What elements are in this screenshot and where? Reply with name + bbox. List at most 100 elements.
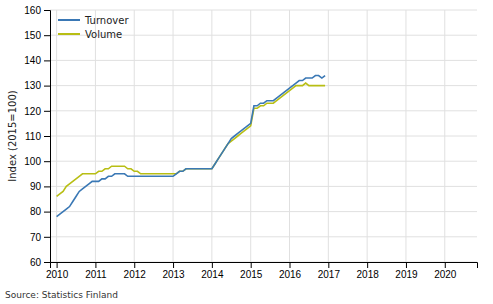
grid-line-y — [50, 211, 477, 212]
y-axis-title: Index (2015=100) — [7, 90, 18, 182]
tick: 2016 — [279, 262, 302, 280]
tick: 2015 — [240, 262, 263, 280]
tick-mark — [44, 161, 50, 162]
tick-label: 2018 — [357, 269, 380, 280]
tick-mark — [212, 262, 213, 268]
grid-line-y — [50, 186, 477, 187]
tick: 2019 — [395, 262, 418, 280]
tick-label: 2011 — [85, 269, 107, 280]
tick: 80 — [30, 206, 50, 217]
grid-line-x — [211, 10, 212, 262]
x-axis: 2010 2011 2012 2013 2014 2015 2016 2017 2018 2019… — [46, 262, 478, 280]
grid-line-x — [56, 10, 57, 262]
tick: 2018 — [357, 262, 380, 280]
tick: 70 — [30, 232, 50, 243]
tick: 2020 — [434, 262, 457, 280]
tick: 120 — [24, 106, 50, 117]
grid-line-x — [134, 10, 135, 262]
y-axis: 60 70 80 90 100 110 120 130 140 150 160 — [24, 5, 50, 268]
tick-mark — [251, 262, 252, 268]
tick-label: 60 — [30, 257, 42, 268]
tick-mark — [44, 35, 50, 36]
tick-mark — [44, 262, 50, 263]
tick-label: 150 — [24, 30, 41, 41]
axis-line — [51, 263, 478, 269]
chart: 2010 2011 2012 2013 2014 2015 2016 2017 2018 2019… — [0, 0, 493, 304]
line — [57, 83, 325, 196]
tick: 2010 — [46, 262, 69, 280]
source: Source: Statistics Finland — [5, 290, 118, 300]
tick-mark — [44, 212, 50, 213]
tick-mark — [44, 10, 50, 11]
grid-line-x — [289, 10, 290, 262]
tick-mark — [367, 262, 368, 268]
tick-mark — [406, 262, 407, 268]
grid — [50, 10, 477, 262]
grid-line-y — [50, 85, 477, 86]
tick-label: 2017 — [318, 269, 341, 280]
grid-line-x — [405, 10, 406, 262]
tick-label: 2016 — [279, 269, 302, 280]
tick-mark — [44, 186, 50, 187]
tick-mark — [173, 262, 174, 268]
tick-label: 2014 — [201, 269, 224, 280]
tick-mark — [134, 262, 135, 268]
tick: 140 — [24, 55, 50, 66]
legend: Turnover Volume — [58, 15, 129, 40]
tick-label: 160 — [24, 5, 41, 16]
line — [57, 76, 325, 217]
grid-line-x — [173, 10, 174, 262]
tick-label: 2013 — [162, 269, 185, 280]
legend-item: Turnover — [58, 15, 129, 26]
tick-mark — [44, 237, 50, 238]
grid-line-x — [444, 10, 445, 262]
tick: 90 — [30, 181, 50, 192]
tick: 110 — [25, 131, 50, 142]
tick-label: 2015 — [240, 269, 263, 280]
tick-mark — [290, 262, 291, 268]
tick-label: 70 — [30, 232, 42, 243]
grid-line-x — [250, 10, 251, 262]
lines — [57, 76, 325, 217]
tick: 60 — [30, 257, 50, 268]
legend-swatch — [58, 33, 80, 35]
legend-label: Volume — [85, 29, 122, 40]
tick-mark — [44, 86, 50, 87]
tick-label: 120 — [24, 106, 41, 117]
grid-line-y — [50, 10, 477, 11]
tick-mark — [57, 262, 58, 268]
tick: 150 — [24, 30, 50, 41]
tick-mark — [44, 60, 50, 61]
legend-label: Turnover — [84, 15, 129, 26]
tick-label: 2019 — [395, 269, 418, 280]
tick-label: 90 — [30, 181, 42, 192]
tick-label: 2010 — [46, 269, 69, 280]
tick: 2013 — [162, 262, 185, 280]
tick: 100 — [24, 156, 50, 167]
tick: 160 — [24, 5, 50, 16]
tick-label: 2012 — [124, 269, 147, 280]
grid-line-y — [50, 136, 477, 137]
axis-line — [44, 11, 51, 263]
tick-label: 110 — [25, 131, 41, 142]
tick: 2011 — [85, 262, 107, 280]
grid-line-x — [95, 10, 96, 262]
tick-label: 2020 — [434, 269, 457, 280]
plot: 2010 2011 2012 2013 2014 2015 2016 2017 2018 2019… — [24, 5, 477, 280]
legend-swatch — [58, 19, 80, 21]
tick: 2012 — [124, 262, 147, 280]
grid-line-y — [50, 236, 477, 237]
grid-line-y — [50, 110, 477, 111]
tick: 2017 — [318, 262, 341, 280]
grid-line-x — [328, 10, 329, 262]
tick: 130 — [24, 80, 50, 91]
grid-line-y — [50, 161, 477, 162]
tick-mark — [44, 136, 50, 137]
tick-label: 130 — [24, 80, 41, 91]
tick-mark — [95, 262, 96, 268]
tick: 2014 — [201, 262, 224, 280]
tick-mark — [445, 262, 446, 268]
tick-label: 100 — [24, 156, 41, 167]
legend-item: Volume — [58, 29, 122, 40]
tick-label: 140 — [24, 55, 41, 66]
